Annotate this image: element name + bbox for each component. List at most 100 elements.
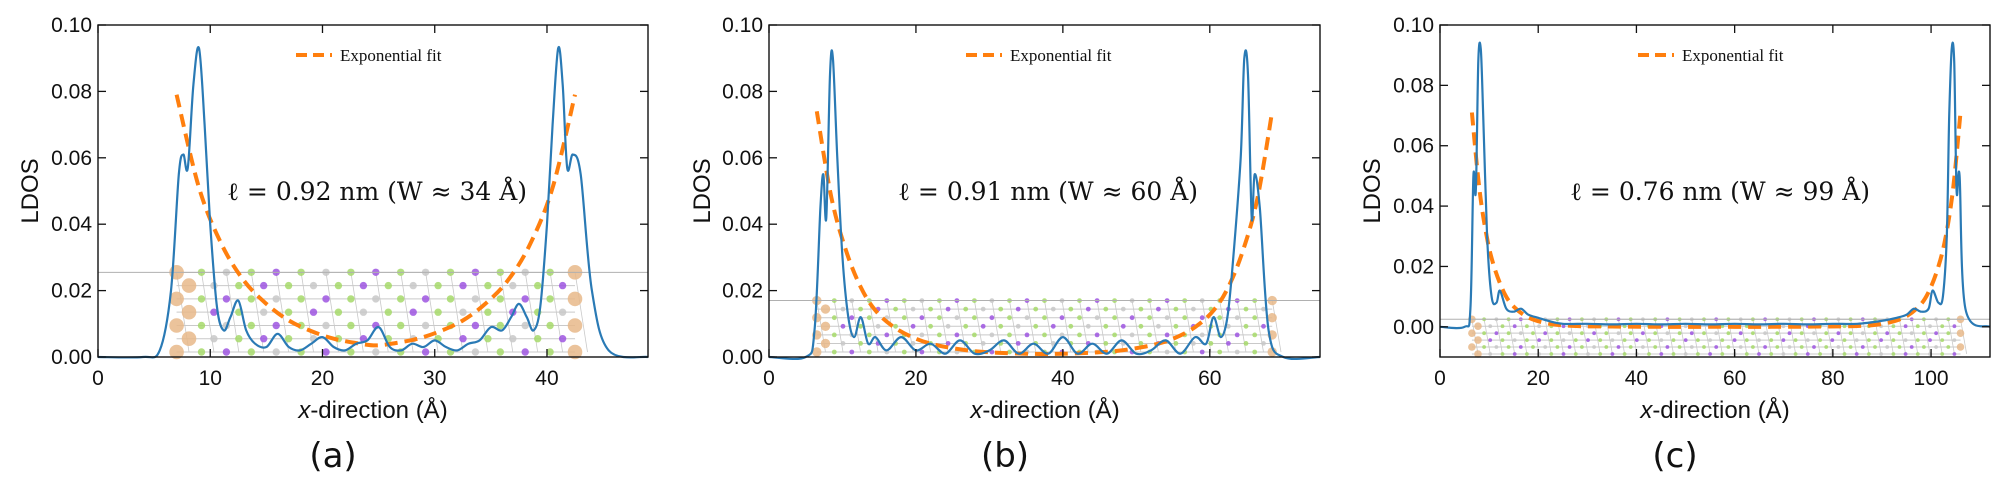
lattice-atom: [1050, 323, 1056, 329]
lattice-atom: [1147, 315, 1152, 321]
lattice-atom: [1525, 338, 1529, 342]
lattice-atom: [247, 321, 255, 330]
lattice-atom: [1683, 352, 1688, 356]
lattice-atom: [1922, 345, 1926, 349]
lattice-atom: [937, 332, 942, 338]
panel-label: (a): [309, 436, 356, 476]
lattice-atom: [1860, 345, 1865, 349]
lattice-atom: [1234, 332, 1240, 338]
lattice-atom: [1199, 349, 1205, 355]
lattice-atom: [1252, 349, 1258, 355]
y-tick-label: 0.08: [722, 80, 763, 103]
lattice-bond: [1911, 319, 1919, 355]
lattice-atom: [980, 323, 986, 329]
y-axis-label: LDOS: [689, 158, 716, 223]
lattice-atom: [1726, 331, 1731, 336]
lattice-atom: [347, 348, 355, 356]
lattice-atom: [1007, 315, 1012, 321]
lattice-atom: [509, 281, 517, 290]
lattice-atom: [1956, 343, 1965, 351]
x-tick-label: 60: [1723, 367, 1746, 390]
lattice-atom: [1787, 345, 1792, 349]
lattice-atom: [1068, 323, 1074, 329]
panel-label: (c): [1652, 436, 1697, 476]
lattice-atom: [1854, 338, 1859, 342]
lattice-atom: [260, 281, 268, 290]
lattice-atom: [471, 295, 480, 303]
lattice-atom: [1555, 331, 1560, 336]
lattice-atom: [1659, 352, 1664, 356]
lattice-atom: [875, 323, 881, 329]
lattice-atom: [1506, 331, 1511, 336]
x-tick-label: 60: [1198, 367, 1221, 390]
lattice-atom: [963, 306, 969, 312]
lattice-atom: [1708, 338, 1712, 342]
lattice-atom: [849, 349, 855, 355]
lattice-atom: [284, 308, 293, 316]
lattice-atom: [1812, 345, 1816, 349]
lattice-atom: [1567, 331, 1572, 336]
lattice-atom: [322, 295, 330, 303]
lattice-atom: [840, 306, 846, 312]
lattice-atom: [1094, 332, 1100, 338]
panel-b: 0 20 40 60 0.00 0.02 0.04 0.06 0.08 0.10 LDOS x-d…: [689, 14, 1321, 476]
lattice-bond: [1923, 319, 1931, 355]
lattice-atom: [1793, 338, 1798, 342]
lattice-atom: [1252, 315, 1258, 321]
lattice-atom: [1543, 331, 1548, 336]
y-tick-label: 0.06: [51, 147, 92, 170]
lattice-atom: [858, 341, 863, 346]
lattice-atom: [1267, 313, 1277, 323]
lattice-atom: [1147, 332, 1152, 338]
legend-fit-label: Exponential fit: [1682, 46, 1784, 65]
lattice-atom: [235, 335, 243, 343]
y-tick-label: 0.00: [1393, 316, 1434, 339]
x-tick-label: 40: [1051, 367, 1074, 390]
lattice-atom: [1653, 331, 1658, 336]
lattice-atom: [210, 335, 218, 343]
lattice-atom: [1677, 331, 1682, 336]
lattice-atom: [1824, 331, 1829, 336]
lattice-atom: [1164, 332, 1170, 338]
x-tick-label: 100: [1914, 367, 1949, 390]
lattice-atom: [840, 341, 846, 346]
legend: Exponential fit: [296, 46, 442, 65]
lattice-atom: [1059, 315, 1065, 321]
lattice-atom: [1094, 315, 1100, 321]
lattice-atom: [347, 295, 355, 303]
lattice-atom: [1616, 331, 1621, 336]
lattice-atom: [1909, 331, 1914, 336]
lattice-atom: [1956, 329, 1965, 338]
lattice-atom: [1103, 323, 1109, 329]
lattice-atom: [1103, 306, 1109, 312]
lattice-atom: [954, 315, 960, 321]
lattice-atom: [1903, 324, 1908, 329]
lattice-atom: [1873, 345, 1877, 349]
lattice-atom: [397, 321, 405, 330]
lattice-atom: [1781, 324, 1786, 329]
y-tick-label: 0.06: [1393, 135, 1434, 158]
ldos-curve: [97, 45, 649, 359]
lattice-atom: [1683, 338, 1688, 342]
lattice-atom: [1512, 324, 1517, 329]
legend: Exponential fit: [1638, 46, 1784, 65]
lattice-atom: [1628, 345, 1633, 349]
lattice-atom: [928, 306, 933, 312]
lattice-atom: [1671, 352, 1676, 356]
lattice-atom: [297, 295, 305, 303]
lattice-bond: [1532, 319, 1540, 355]
lattice-atom: [496, 295, 504, 303]
lattice-atom: [260, 335, 268, 343]
y-tick-label: 0.04: [722, 213, 763, 236]
lattice-atom: [397, 295, 405, 303]
lattice-atom: [1494, 345, 1499, 349]
lattice-atom: [169, 344, 184, 360]
lattice-atom: [1543, 345, 1548, 349]
lattice-atom: [1744, 338, 1749, 342]
lattice-atom: [1812, 331, 1816, 336]
panel-c: 0 20 40 60 80 100 0.00 0.02 0.04 0.06 0.08 0.10 LDO…: [1359, 14, 1991, 476]
lattice-atom: [910, 306, 916, 312]
lattice-atom: [1525, 324, 1529, 329]
y-tick-label: 0.10: [722, 14, 763, 37]
